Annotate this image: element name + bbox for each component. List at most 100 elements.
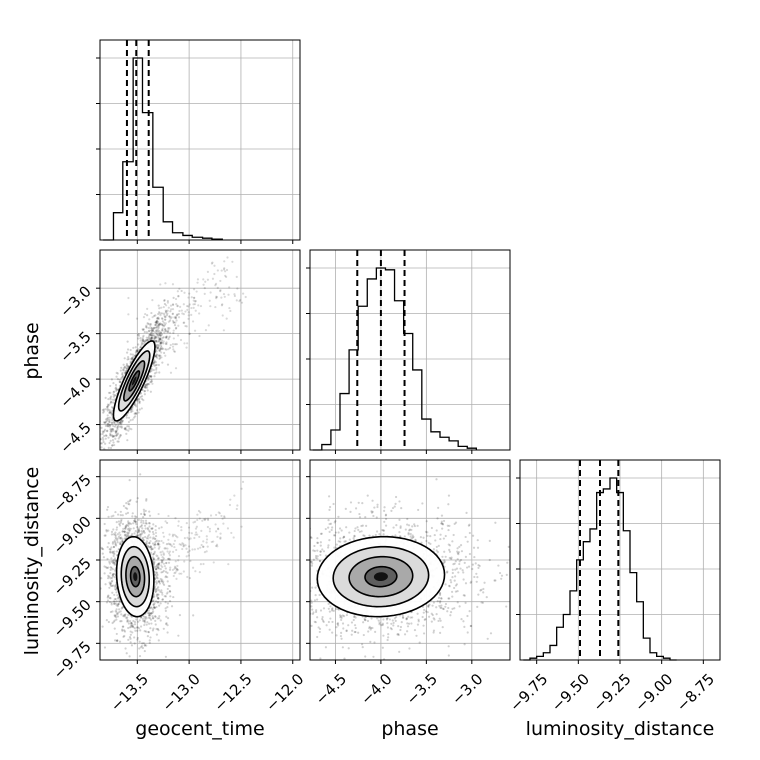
scatter-point — [243, 558, 245, 560]
scatter-point — [153, 375, 156, 378]
scatter-point — [152, 561, 156, 565]
scatter-point — [114, 561, 117, 564]
scatter-point — [177, 555, 181, 558]
scatter-point — [101, 436, 104, 439]
scatter-point — [147, 537, 150, 540]
scatter-point — [401, 616, 405, 619]
scatter-point — [470, 624, 473, 628]
scatter-point — [225, 317, 228, 320]
scatter-point — [121, 538, 124, 541]
scatter-point — [145, 644, 148, 647]
scatter-point — [207, 324, 210, 327]
scatter-point — [147, 326, 151, 330]
scatter-point — [106, 408, 109, 411]
scatter-point — [188, 292, 191, 295]
scatter-point — [117, 602, 120, 606]
scatter-point — [135, 626, 139, 629]
scatter-point — [153, 359, 156, 363]
scatter-point — [123, 372, 126, 375]
scatter-point — [302, 588, 304, 590]
scatter-point — [109, 410, 112, 413]
scatter-point — [240, 487, 243, 490]
scatter-point — [159, 602, 162, 605]
scatter-point — [229, 309, 232, 313]
scatter-point — [442, 519, 446, 523]
scatter-point — [125, 367, 129, 370]
scatter-point — [184, 310, 187, 313]
scatter-point — [164, 318, 167, 321]
scatter-point — [336, 622, 340, 625]
scatter-point — [214, 544, 218, 548]
scatter-point — [165, 341, 168, 344]
scatter-point — [441, 523, 445, 526]
scatter-point — [148, 529, 151, 532]
scatter-point — [132, 346, 135, 349]
scatter-point — [137, 398, 141, 401]
scatter-point — [134, 351, 137, 354]
scatter-point — [144, 339, 147, 342]
scatter-point — [172, 296, 175, 299]
scatter-point — [162, 553, 166, 556]
scatter-point — [158, 334, 161, 337]
scatter-point — [354, 507, 358, 510]
scatter-point — [146, 528, 150, 531]
scatter-point — [103, 429, 106, 433]
scatter-point — [141, 617, 145, 621]
contour-line — [123, 360, 146, 402]
scatter-point — [158, 329, 161, 333]
scatter-point — [183, 537, 186, 540]
scatter-point — [144, 509, 147, 512]
scatter-point — [112, 572, 115, 576]
scatter-point — [143, 510, 146, 513]
scatter-point — [192, 614, 195, 617]
scatter-point — [172, 329, 175, 332]
scatter-point — [107, 542, 110, 545]
scatter-point — [183, 342, 186, 345]
scatter-point — [306, 588, 308, 590]
scatter-point — [115, 608, 118, 611]
scatter-point — [164, 567, 167, 570]
scatter-point — [137, 334, 141, 337]
scatter-point — [154, 531, 158, 535]
scatter-point — [316, 541, 320, 544]
scatter-point — [431, 613, 434, 617]
panel-frame — [99, 249, 301, 451]
scatter-point — [156, 593, 159, 596]
scatter-point — [160, 312, 163, 315]
scatter-point — [126, 439, 129, 442]
scatter-point — [451, 540, 454, 543]
scatter-point — [114, 597, 117, 601]
scatter-point — [432, 601, 435, 604]
scatter-point — [175, 567, 178, 570]
scatter-point — [163, 321, 166, 324]
scatter-point — [111, 398, 115, 401]
scatter-point — [333, 521, 336, 524]
scatter-point — [122, 614, 125, 617]
scatter-point — [146, 384, 149, 387]
scatter-point — [209, 305, 212, 308]
scatter-point — [115, 591, 118, 594]
scatter-point — [230, 531, 233, 535]
scatter-point — [174, 297, 178, 301]
scatter-point — [119, 380, 122, 384]
scatter-point — [316, 555, 319, 558]
scatter-point — [166, 580, 169, 583]
scatter-point — [102, 410, 106, 413]
scatter-point — [97, 442, 99, 444]
scatter-point — [109, 439, 112, 442]
scatter-point — [453, 522, 456, 526]
scatter-point — [108, 423, 112, 427]
scatter-point — [164, 342, 167, 345]
scatter-point — [142, 334, 145, 337]
scatter-point — [160, 561, 163, 564]
scatter-point — [139, 616, 143, 619]
scatter-point — [145, 499, 148, 502]
scatter-point — [118, 425, 122, 428]
x-tick-label: −12.0 — [262, 670, 307, 715]
scatter-point — [146, 382, 150, 385]
scatter-point — [118, 608, 121, 611]
scatter-point — [232, 536, 235, 539]
scatter-point — [129, 633, 132, 636]
scatter-point — [148, 612, 151, 615]
scatter-point — [122, 625, 125, 628]
